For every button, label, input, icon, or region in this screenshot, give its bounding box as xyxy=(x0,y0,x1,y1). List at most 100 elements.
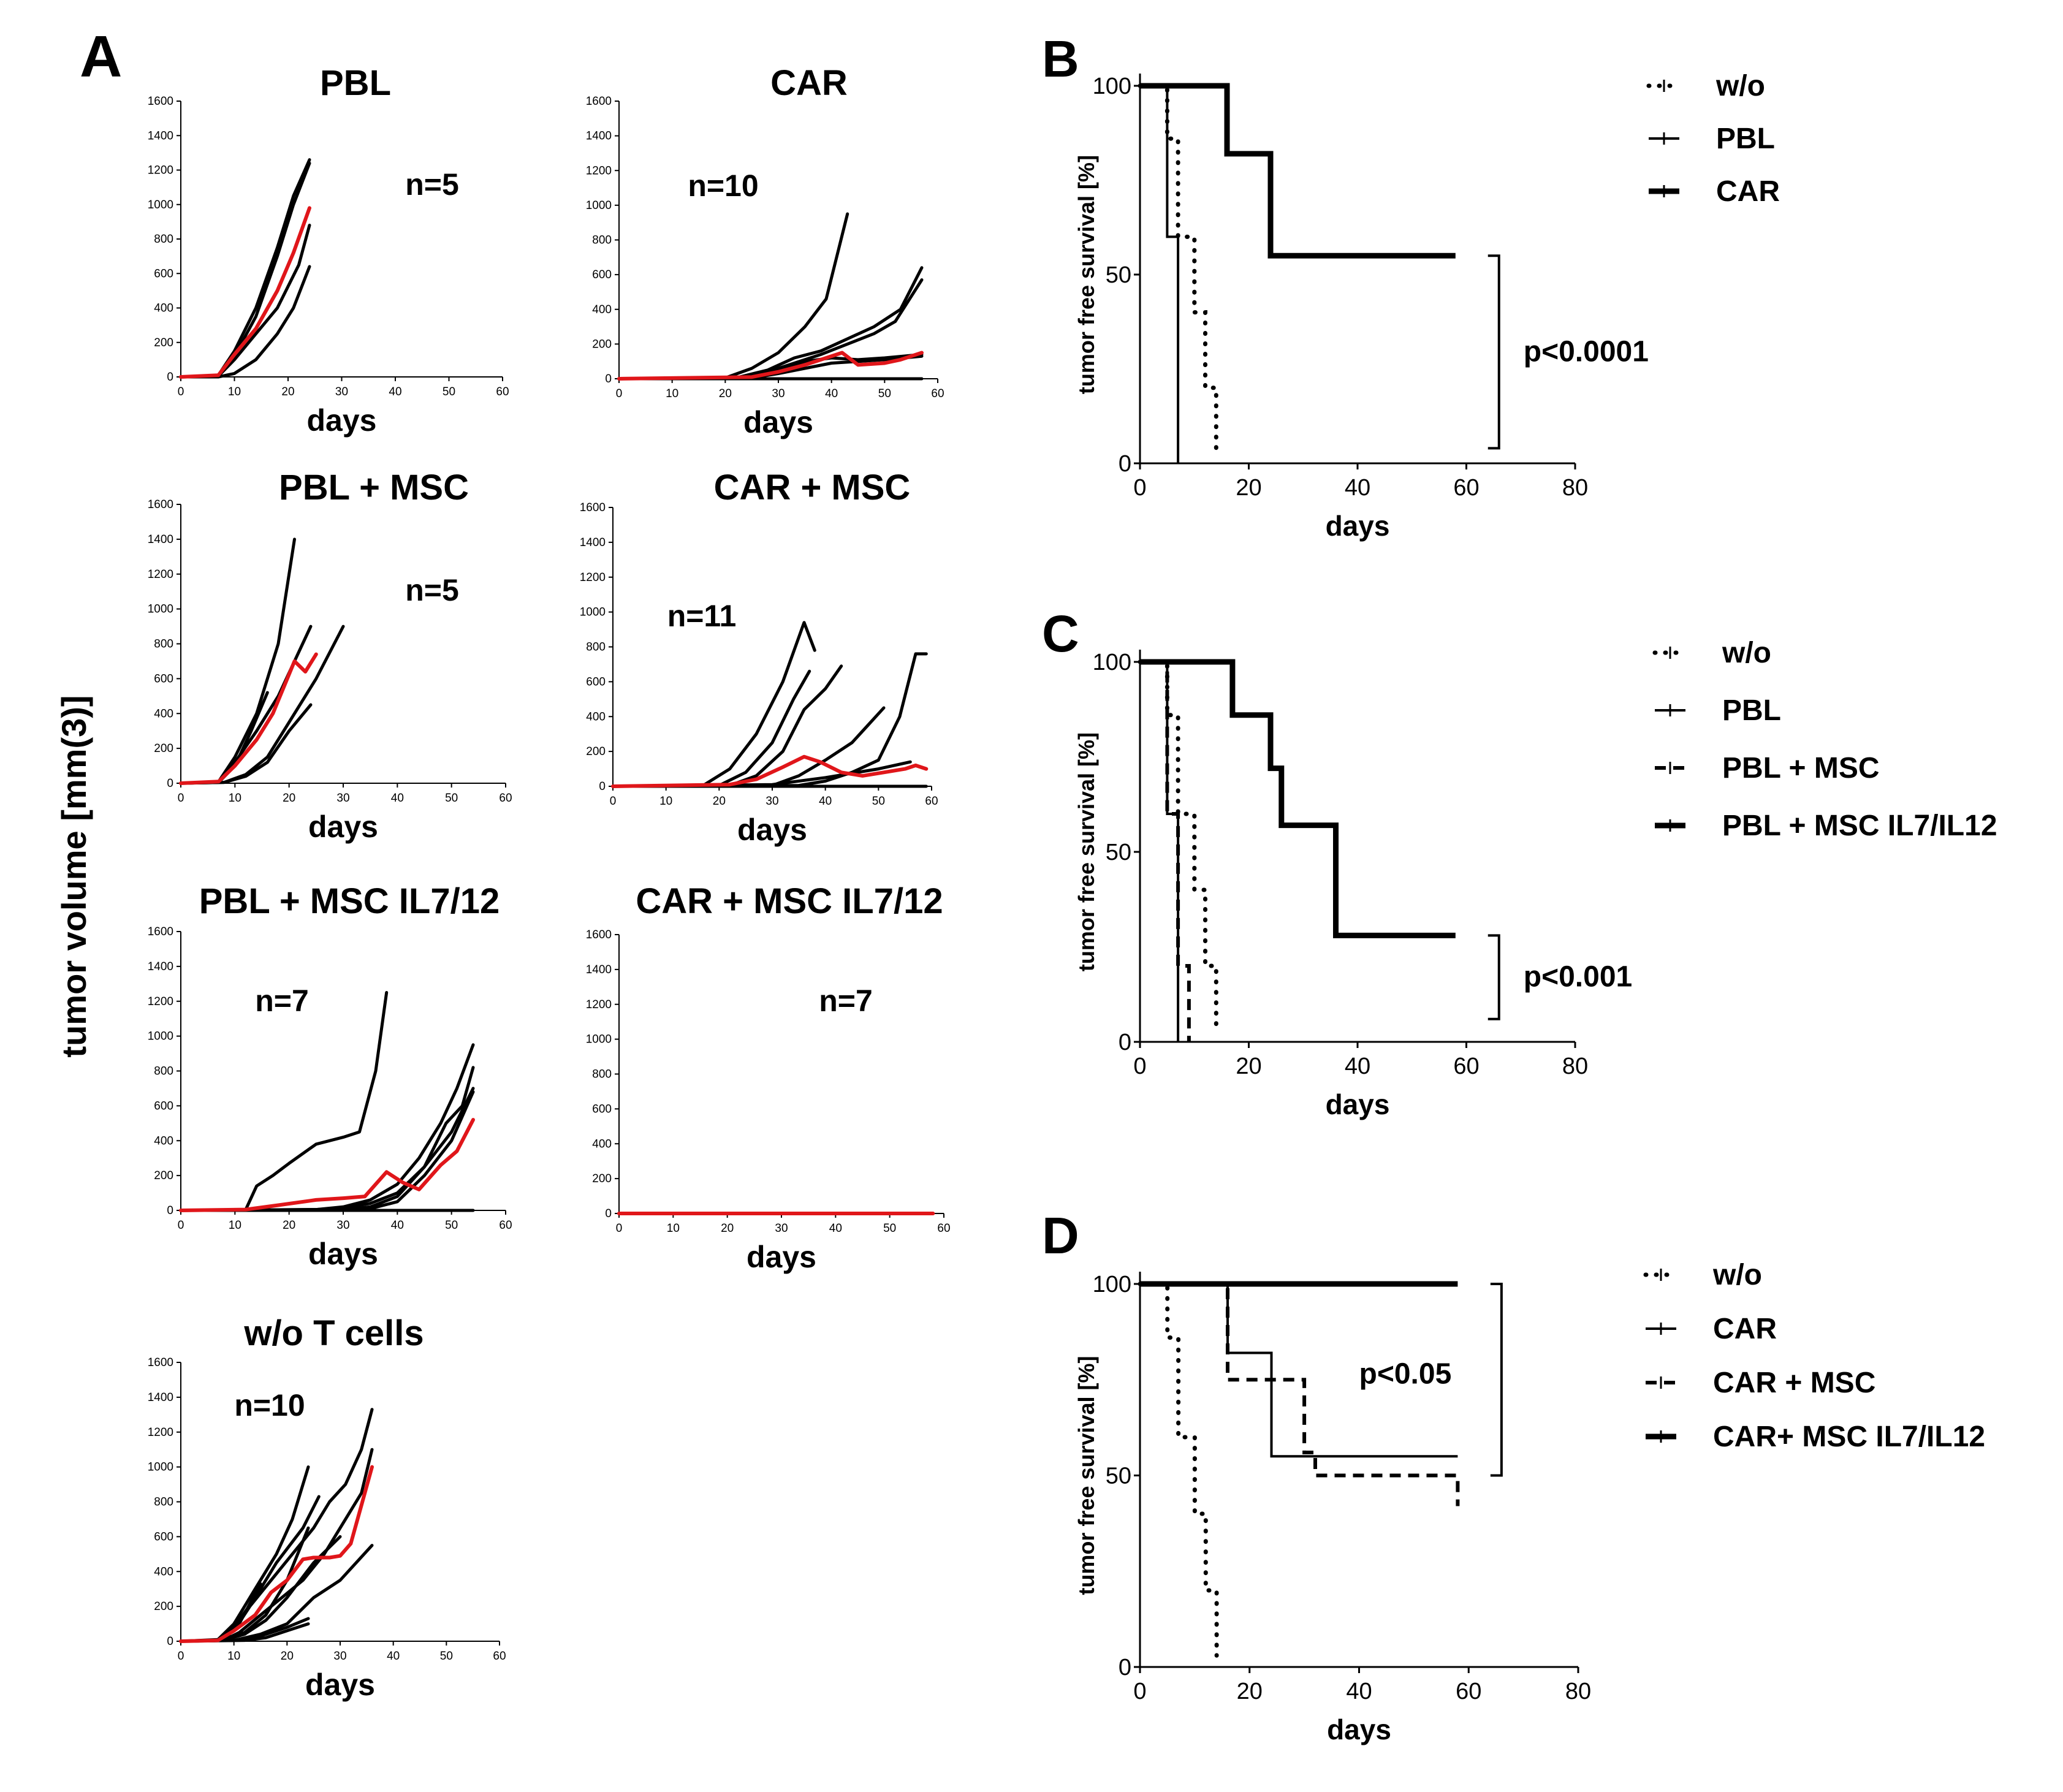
a-wo-y-tick-label-0: 0 xyxy=(167,1635,173,1648)
panel-c-series-pbl-msc-il7-il12 xyxy=(1140,659,1456,938)
a-pbl-msc-il-x-tick-label-40: 40 xyxy=(391,1219,404,1232)
a-car-y-tick-label-1000: 1000 xyxy=(586,199,612,212)
a-pbl-msc-y-tick-label-200: 200 xyxy=(154,742,173,755)
a-wo-series-mouse-8 xyxy=(179,1544,374,1643)
panel-d-legend-label-car-msc: CAR + MSC xyxy=(1713,1367,1875,1399)
panel-d-x-tick-label-0: 0 xyxy=(1133,1679,1146,1704)
a-car-y-tick-label-200: 200 xyxy=(592,338,612,351)
a-car-msc-il-y-tick-label-200: 200 xyxy=(592,1172,612,1185)
panel-d-x-tick-label-60: 60 xyxy=(1456,1679,1481,1704)
a-pbl-msc-x-tick-label-0: 0 xyxy=(178,792,184,805)
a-car-msc-il-x-tick-label-50: 50 xyxy=(883,1222,896,1235)
a-car-series-mean xyxy=(617,351,924,381)
a-pbl-msc-x-label: days xyxy=(308,810,378,844)
a-pbl-title: PBL xyxy=(320,63,391,103)
a-pbl-msc-il-title: PBL + MSC IL7/12 xyxy=(199,881,500,921)
a-pbl-msc-il-y-tick-label-600: 600 xyxy=(154,1099,173,1112)
panel-letter-b: B xyxy=(1042,30,1079,88)
panel-d-p-value: p<0.05 xyxy=(1359,1358,1452,1391)
a-car-x-tick-label-50: 50 xyxy=(878,387,891,400)
panel-d-x-tick-label-80: 80 xyxy=(1565,1679,1591,1704)
a-car-msc-x-tick-label-40: 40 xyxy=(819,795,832,808)
panel-letter-c: C xyxy=(1042,605,1079,663)
a-car-x-tick-label-30: 30 xyxy=(772,387,785,400)
a-car-msc-y-tick-label-600: 600 xyxy=(586,675,606,688)
a-pbl-msc-il-series-mouse-2 xyxy=(179,1043,475,1212)
panel-d-x-label: days xyxy=(1327,1714,1391,1745)
a-wo-y-tick-label-200: 200 xyxy=(154,1600,173,1613)
a-pbl-msc-y-tick-label-1200: 1200 xyxy=(148,568,173,581)
a-car-msc-il-x-tick-label-60: 60 xyxy=(937,1222,950,1235)
a-pbl-x-tick-label-40: 40 xyxy=(389,385,401,398)
a-wo-y-tick-label-1600: 1600 xyxy=(148,1356,173,1369)
a-car-n-label: n=10 xyxy=(688,169,758,203)
panel-d-legend-label-car: CAR xyxy=(1713,1313,1777,1345)
a-pbl-msc-n-label: n=5 xyxy=(405,573,459,607)
a-car-msc-series-mouse-1 xyxy=(611,621,816,788)
panel-d-x-tick-label-40: 40 xyxy=(1346,1679,1372,1704)
panel-c-x-tick-label-40: 40 xyxy=(1345,1054,1370,1079)
panel-d-y-tick-label-0: 0 xyxy=(1119,1655,1131,1680)
a-pbl-msc-il-y-tick-label-1200: 1200 xyxy=(148,995,173,1008)
panel-c-y-label: tumor free survival [%] xyxy=(1074,732,1099,971)
a-pbl-msc-y-tick-label-1400: 1400 xyxy=(148,533,173,546)
panel-c-significance-bracket xyxy=(1487,934,1500,1020)
a-pbl-msc-y-tick-label-800: 800 xyxy=(154,638,173,651)
a-car-msc-title: CAR + MSC xyxy=(714,468,911,507)
panel-c-legend-label-w-o: w/o xyxy=(1722,637,1771,669)
a-wo-x-tick-label-40: 40 xyxy=(387,1650,400,1663)
panel-d-y-label: tumor free survival [%] xyxy=(1074,1356,1099,1595)
panel-b-x-tick-label-20: 20 xyxy=(1236,475,1261,501)
a-pbl-msc-il-y-tick-label-1400: 1400 xyxy=(148,960,173,973)
a-wo-x-tick-label-30: 30 xyxy=(333,1650,346,1663)
a-car-y-tick-label-400: 400 xyxy=(592,303,612,316)
a-car-msc-il-y-tick-label-0: 0 xyxy=(605,1207,612,1220)
a-car-msc-il-y-tick-label-600: 600 xyxy=(592,1103,612,1115)
a-wo-y-tick-label-800: 800 xyxy=(154,1496,173,1509)
a-wo-y-tick-label-1000: 1000 xyxy=(148,1461,173,1474)
panel-c-x-tick-label-0: 0 xyxy=(1133,1054,1146,1079)
a-pbl-series-mean xyxy=(179,206,311,379)
a-car-msc-il-y-tick-label-1400: 1400 xyxy=(586,963,612,976)
a-pbl-msc-y-tick-label-0: 0 xyxy=(167,777,173,790)
a-car-msc-x-label: days xyxy=(737,813,807,847)
panel-b-legend-label-w-o: w/o xyxy=(1715,70,1765,102)
panel-c-y-tick-label-50: 50 xyxy=(1106,840,1131,865)
panel-c-y-tick-label-0: 0 xyxy=(1119,1030,1131,1055)
a-pbl-msc-y-tick-label-600: 600 xyxy=(154,672,173,685)
a-pbl-series-mouse-3 xyxy=(179,224,311,379)
a-pbl-msc-il-y-tick-label-200: 200 xyxy=(154,1169,173,1182)
panel-d-y-tick-label-50: 50 xyxy=(1106,1464,1131,1489)
a-car-msc-il-x-tick-label-10: 10 xyxy=(667,1222,680,1235)
panel-b-y-tick-label-50: 50 xyxy=(1106,262,1131,288)
panel-d-legend-label-car-msc-il7-il12: CAR+ MSC IL7/IL12 xyxy=(1713,1421,1985,1453)
a-car-msc-il-x-label: days xyxy=(747,1240,816,1274)
a-car-msc-il-x-tick-label-40: 40 xyxy=(829,1222,842,1235)
a-car-y-tick-label-1600: 1600 xyxy=(586,95,612,108)
a-car-msc-series-mouse-3 xyxy=(611,664,843,788)
a-pbl-msc-il-series-mouse-1 xyxy=(179,991,389,1212)
a-pbl-x-label: days xyxy=(307,403,377,438)
panel-b-x-tick-label-60: 60 xyxy=(1453,475,1479,501)
a-wo-y-tick-label-600: 600 xyxy=(154,1530,173,1543)
a-car-msc-il-x-tick-label-20: 20 xyxy=(721,1222,734,1235)
a-car-x-tick-label-20: 20 xyxy=(719,387,732,400)
panel-b-x-tick-label-40: 40 xyxy=(1345,475,1370,501)
a-pbl-y-tick-label-600: 600 xyxy=(154,267,173,280)
a-car-msc-y-tick-label-800: 800 xyxy=(586,641,606,654)
a-pbl-msc-x-tick-label-40: 40 xyxy=(391,792,404,805)
a-car-msc-y-tick-label-1600: 1600 xyxy=(580,501,606,514)
a-car-x-label: days xyxy=(743,405,813,439)
a-pbl-msc-il-x-tick-label-10: 10 xyxy=(229,1219,241,1232)
a-pbl-y-tick-label-200: 200 xyxy=(154,336,173,349)
a-car-x-tick-label-0: 0 xyxy=(616,387,623,400)
a-car-msc-y-tick-label-0: 0 xyxy=(599,780,606,793)
a-pbl-msc-il-x-tick-label-60: 60 xyxy=(499,1219,512,1232)
a-car-msc-il-y-tick-label-1000: 1000 xyxy=(586,1033,612,1046)
a-pbl-y-tick-label-0: 0 xyxy=(167,371,173,384)
a-pbl-msc-x-tick-label-30: 30 xyxy=(336,792,349,805)
a-car-msc-n-label: n=11 xyxy=(667,599,737,633)
panel-c-x-tick-label-80: 80 xyxy=(1562,1054,1588,1079)
a-car-msc-il-x-tick-label-0: 0 xyxy=(616,1222,623,1235)
